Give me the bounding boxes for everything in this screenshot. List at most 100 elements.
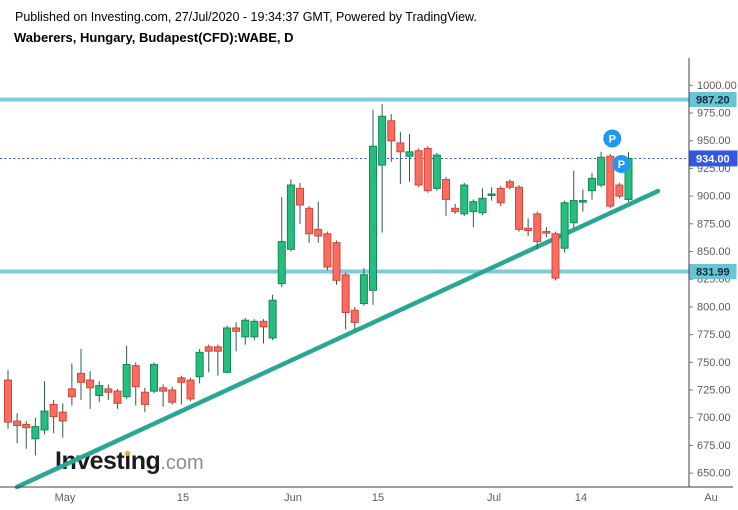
candle-up [150, 364, 158, 392]
candle-up [268, 299, 277, 339]
candle-up [478, 197, 487, 214]
candle-down [533, 213, 542, 243]
candle-down [496, 187, 505, 204]
candle-up [359, 274, 368, 305]
price-axis-label: 650.00 [697, 468, 731, 480]
candle-down [296, 187, 304, 206]
candle-down [177, 377, 186, 383]
candle-up [95, 385, 104, 397]
candle-up [560, 202, 569, 249]
candle-down [22, 423, 31, 429]
candle-up [369, 145, 377, 291]
candle-up [569, 200, 578, 224]
candle-down [49, 403, 58, 418]
candle-down [168, 389, 177, 403]
price-axis-label: 875.00 [697, 218, 731, 230]
candle-down [551, 233, 560, 279]
candle-up [624, 157, 633, 200]
publish-marker-icon[interactable] [603, 129, 622, 148]
trend-line [14, 188, 661, 490]
candle-up [250, 320, 259, 338]
price-axis-label: 725.00 [697, 385, 731, 397]
candle-down [515, 186, 523, 230]
candle-up [469, 201, 478, 213]
candle-down [332, 242, 341, 281]
publish-marker-icon[interactable] [612, 154, 631, 173]
price-axis-label: 900.00 [697, 191, 731, 203]
candle-up [405, 151, 414, 157]
candle-down [606, 155, 615, 207]
candle-down [86, 379, 95, 389]
candle-down [213, 346, 222, 352]
candle-up [122, 364, 131, 398]
candle-down [414, 150, 423, 186]
price-axis-label: 975.00 [697, 108, 731, 120]
candle-down [58, 411, 67, 422]
horizontal-level-line [0, 269, 689, 274]
candle-down [259, 320, 268, 328]
publish-marker-label: P [609, 134, 616, 146]
candle-up [597, 156, 606, 186]
price-axis-label: 750.00 [697, 357, 731, 369]
candle-down [131, 365, 140, 388]
investing-logo-suffix: .com [160, 452, 204, 474]
level-price-badge [689, 92, 737, 107]
candle-up [241, 319, 250, 338]
candle-down [323, 233, 332, 268]
candle-up [286, 184, 295, 250]
candle-down [451, 207, 460, 213]
candle-up [223, 327, 231, 373]
candle-down [204, 346, 213, 352]
candle-down [505, 181, 514, 188]
candle-up [277, 241, 286, 285]
candle-down [113, 390, 122, 404]
candle-down [140, 391, 149, 405]
price-axis-label: 850.00 [697, 246, 731, 258]
publish-marker-label: P [618, 159, 625, 171]
candle-down [396, 142, 405, 153]
price-axis-label: 775.00 [697, 329, 731, 341]
candle-up [578, 200, 587, 203]
level-price-badge [689, 263, 737, 279]
candle-up [432, 154, 441, 189]
candle-up [487, 193, 496, 197]
candle-down [524, 227, 533, 231]
time-axis-label: Jul [487, 492, 501, 504]
candle-up [40, 410, 49, 431]
candle-down [314, 228, 323, 237]
candle-up [460, 184, 469, 215]
published-line: Published on Investing.com, 27/Jul/2020 … [15, 10, 477, 24]
candle-down [159, 387, 168, 392]
candle-down [341, 274, 350, 313]
price-axis-label: 675.00 [697, 440, 731, 452]
logo-i-dot-icon [125, 451, 131, 456]
time-axis-label: Jun [284, 492, 302, 504]
candle-down [186, 379, 195, 400]
horizontal-level-line [0, 97, 689, 102]
candle-up [378, 115, 387, 166]
candle-down [387, 120, 396, 142]
candle-down [4, 379, 12, 423]
candle-down [305, 207, 314, 235]
candle-up [195, 351, 204, 378]
time-axis-label: Au [704, 492, 717, 504]
candle-down [542, 231, 551, 234]
candle-down [615, 184, 624, 197]
price-axis-label: 1000.00 [697, 80, 737, 92]
instrument-title: Waberers, Hungary, Budapest(CFD):WABE, D [14, 30, 294, 45]
candle-down [442, 178, 450, 200]
candle-down [13, 420, 22, 426]
time-axis-label: May [55, 492, 76, 504]
last-price-badge [689, 150, 738, 167]
price-axis-label: 950.00 [697, 135, 731, 147]
level-price-badge-label: 987.20 [696, 95, 730, 107]
last-price-badge-label: 934.00 [696, 153, 730, 165]
candle-down [232, 327, 241, 332]
candle-down [104, 388, 113, 393]
candle-up [31, 426, 40, 440]
time-axis-label: 15 [372, 492, 384, 504]
time-axis-label: 14 [575, 492, 587, 504]
candle-down [350, 309, 359, 323]
price-axis-label: 800.00 [697, 301, 731, 313]
